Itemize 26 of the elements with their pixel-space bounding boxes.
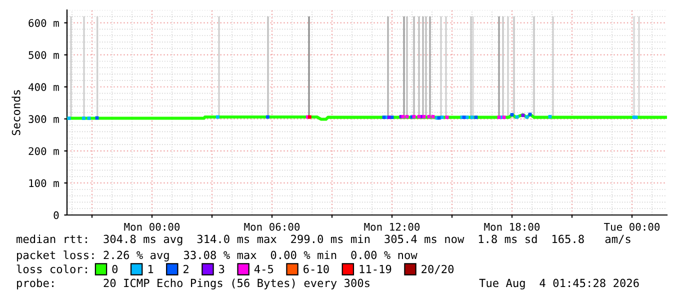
x-tick-label: Mon 18:00 xyxy=(484,222,540,231)
legend-label: 20/20 xyxy=(422,264,454,274)
x-tick-label: Tue 00:00 xyxy=(604,222,660,231)
x-tick-label: Mon 00:00 xyxy=(124,222,180,231)
y-tick-label: 200 m xyxy=(28,147,59,156)
legend-label: 0 xyxy=(112,264,118,274)
y-axis-title: Seconds xyxy=(12,90,20,136)
y-tick-label: 300 m xyxy=(28,115,59,124)
legend-label: 11-19 xyxy=(360,264,392,274)
x-tick-label: Mon 06:00 xyxy=(244,222,300,231)
legend-label: 3 xyxy=(219,264,224,274)
text: Tue Aug 4 01:45:28 2026 xyxy=(479,278,639,290)
text: packet loss: 2.26 % avg 33.08 % max 0.00 % min 0.00 % now xyxy=(17,250,418,262)
x-tick-label: Mon 12:00 xyxy=(364,222,420,231)
text: median rtt: 304.8 ms avg 314.0 ms max 299.0 ms min 305.4 ms now 1.8 ms sd 165.8 am/s xyxy=(16,234,630,246)
legend-label: 2 xyxy=(184,264,188,274)
y-tick-label: 400 m xyxy=(28,83,59,92)
legend-label: 6-10 xyxy=(304,264,329,274)
legend-label: 4-5 xyxy=(254,264,274,274)
legend-title: loss color: xyxy=(16,264,87,274)
text: probe: 20 ICMP Echo Pings (56 Bytes) every 300s xyxy=(17,278,370,290)
y-tick-label: 0 xyxy=(54,211,59,220)
y-tick-label: 600 m xyxy=(28,19,59,27)
y-tick-label: 500 m xyxy=(28,51,59,59)
legend-label: 1 xyxy=(148,264,154,274)
y-tick-label: 100 m xyxy=(29,179,59,188)
